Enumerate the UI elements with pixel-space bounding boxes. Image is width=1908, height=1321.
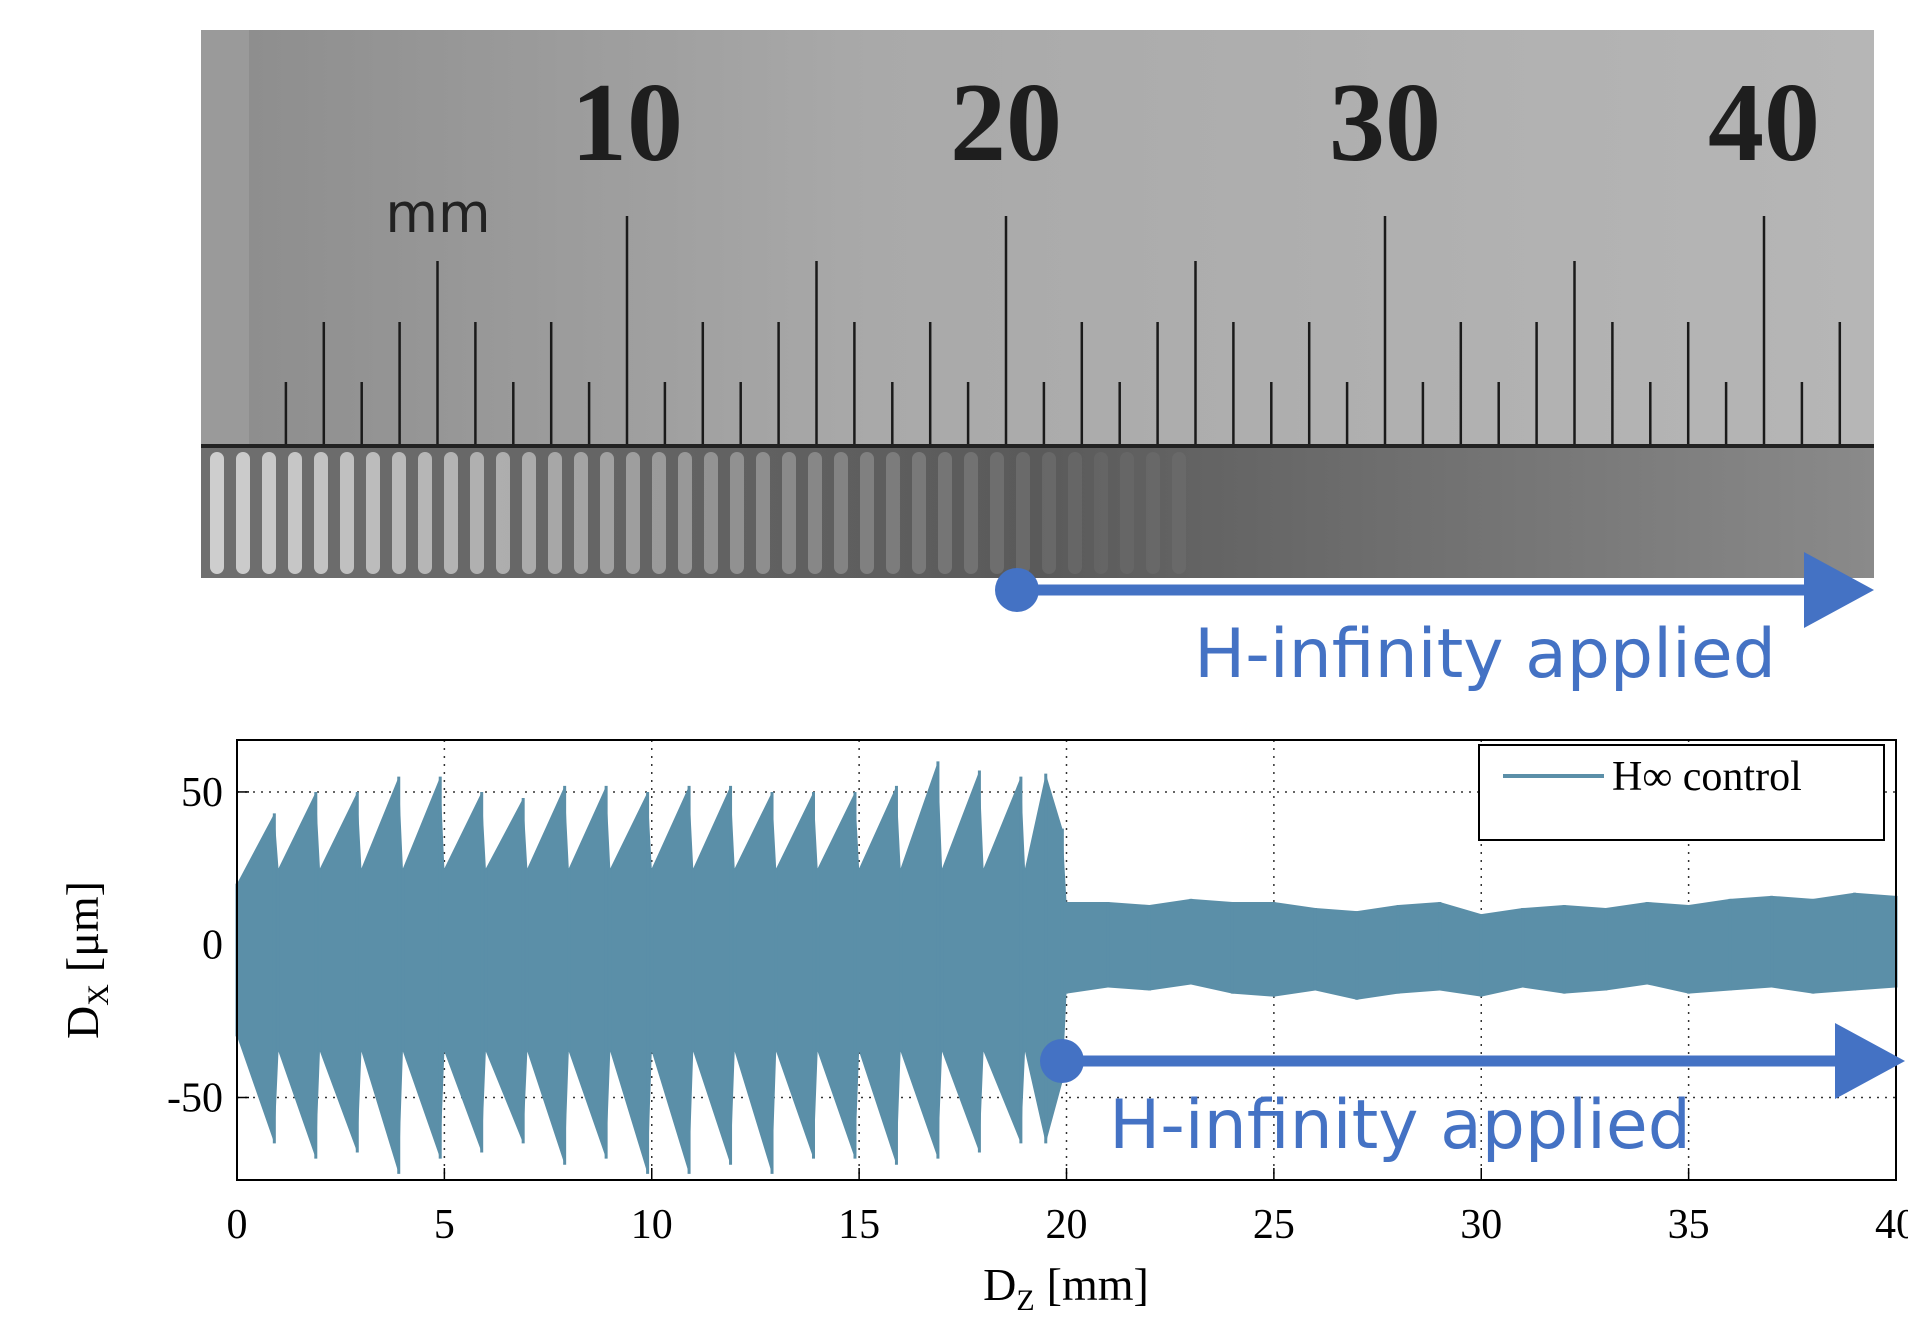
part-stripe <box>392 452 406 574</box>
y-axis-label-symbol: D <box>57 1006 108 1039</box>
y-tick-label: 0 <box>202 923 223 969</box>
ruler-edge <box>201 30 249 446</box>
part-stripe <box>574 452 588 574</box>
x-tick-label: 35 <box>1668 1202 1710 1248</box>
x-axis-label: DZ [mm] <box>983 1259 1149 1317</box>
legend-box <box>1478 744 1885 841</box>
part-stripe <box>756 452 770 574</box>
part-stripe <box>886 452 900 574</box>
part-stripe <box>470 452 484 574</box>
part-stripe <box>366 452 380 574</box>
y-axis-label-unit: [μm] <box>57 881 108 972</box>
part-stripe <box>938 452 952 574</box>
photo-annotation: H-infinity applied <box>1194 615 1776 694</box>
part-stripe <box>730 452 744 574</box>
part-stripe <box>808 452 822 574</box>
ruler-number: 40 <box>1708 61 1820 185</box>
ruler-unit: mm <box>385 182 490 245</box>
part-stripe <box>1016 452 1030 574</box>
plot-frame <box>236 739 1897 1181</box>
ruler-number: 20 <box>950 61 1062 185</box>
part-stripe <box>1068 452 1082 574</box>
part-stripe <box>522 452 536 574</box>
chart-annotation: H-infinity applied <box>1109 1086 1691 1165</box>
x-tick-label: 15 <box>838 1202 880 1248</box>
part-stripe <box>288 452 302 574</box>
part-stripe <box>1094 452 1108 574</box>
x-tick-label: 40 <box>1875 1202 1908 1248</box>
part-stripe <box>496 452 510 574</box>
part-stripe <box>652 452 666 574</box>
y-tick-label: -50 <box>167 1076 223 1122</box>
part-stripe <box>782 452 796 574</box>
part-stripe <box>548 452 562 574</box>
x-axis-label-unit: [mm] <box>1047 1259 1149 1310</box>
x-tick-label: 5 <box>434 1202 455 1248</box>
ruler-number: 10 <box>571 61 683 185</box>
part-stripe <box>236 452 250 574</box>
part-stripe <box>1120 452 1134 574</box>
part-stripe <box>314 452 328 574</box>
x-tick-label: 10 <box>631 1202 673 1248</box>
x-tick-label: 30 <box>1460 1202 1502 1248</box>
photo <box>201 30 1874 578</box>
part-stripe <box>834 452 848 574</box>
part-stripe <box>1172 452 1186 574</box>
y-axis-label: DX [μm] <box>57 881 115 1039</box>
part-stripe <box>860 452 874 574</box>
photo-arrow-head <box>1804 552 1874 628</box>
ruler <box>201 30 1874 446</box>
part-stripe <box>990 452 1004 574</box>
part-stripe <box>626 452 640 574</box>
part-stripe <box>964 452 978 574</box>
part-stripe <box>210 452 224 574</box>
part-stripe <box>704 452 718 574</box>
part-stripe <box>262 452 276 574</box>
y-axis-label-subscript: X <box>82 984 115 1006</box>
chart-arrow-head <box>1835 1023 1905 1099</box>
part-stripe <box>678 452 692 574</box>
part-stripe <box>340 452 354 574</box>
ruler-number: 30 <box>1329 61 1441 185</box>
x-tick-label: 0 <box>227 1202 248 1248</box>
part-stripe <box>600 452 614 574</box>
x-axis-label-subscript: Z <box>1016 1284 1034 1317</box>
x-tick-label: 25 <box>1253 1202 1295 1248</box>
legend-label: H∞ control <box>1612 754 1802 800</box>
y-tick-label: 50 <box>181 770 223 816</box>
part-stripe <box>444 452 458 574</box>
part-stripe <box>1146 452 1160 574</box>
part-stripe <box>912 452 926 574</box>
part-stripe <box>418 452 432 574</box>
x-tick-label: 20 <box>1046 1202 1088 1248</box>
x-axis-label-symbol: D <box>983 1259 1016 1310</box>
part-stripe <box>1042 452 1056 574</box>
